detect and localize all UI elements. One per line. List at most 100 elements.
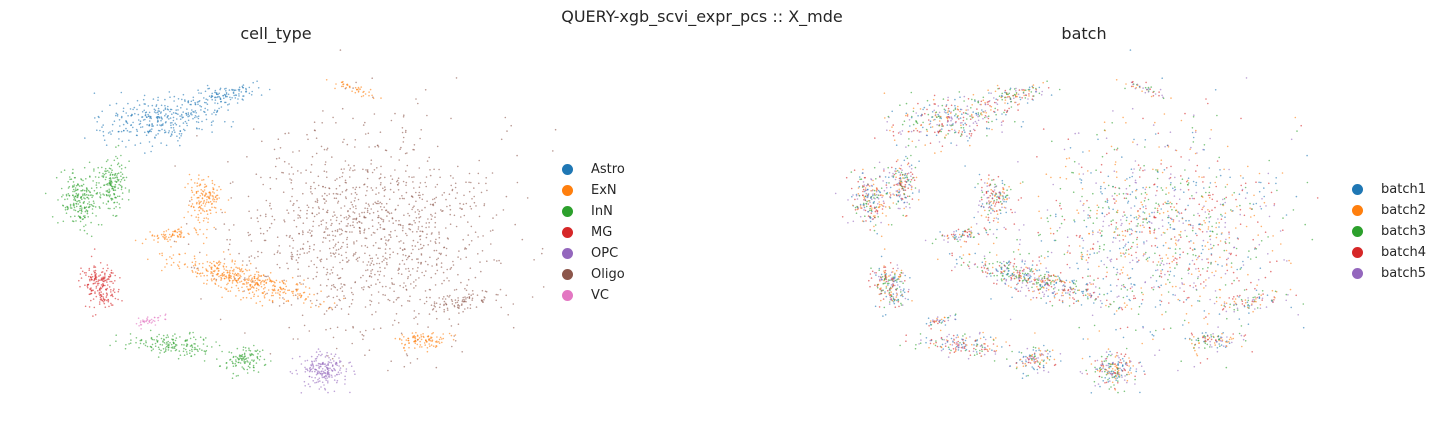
point-batch5 bbox=[1109, 259, 1111, 261]
point-batch4 bbox=[1020, 197, 1022, 199]
point-inn bbox=[89, 194, 92, 196]
point-batch2 bbox=[1161, 171, 1164, 174]
point-exn bbox=[285, 300, 288, 303]
point-astro bbox=[196, 101, 199, 103]
point-batch1 bbox=[1260, 181, 1262, 184]
point-batch4 bbox=[1176, 258, 1178, 260]
point-exn bbox=[260, 275, 262, 278]
point-opc bbox=[323, 384, 325, 386]
point-oligo bbox=[426, 200, 428, 202]
point-oligo bbox=[435, 366, 438, 369]
point-inn bbox=[202, 343, 205, 345]
point-batch2 bbox=[1159, 212, 1161, 215]
point-oligo bbox=[378, 202, 380, 205]
point-astro bbox=[189, 103, 191, 106]
point-oligo bbox=[416, 230, 418, 233]
point-inn bbox=[95, 184, 98, 186]
point-batch3 bbox=[1122, 284, 1125, 286]
point-oligo bbox=[512, 326, 515, 329]
point-batch3 bbox=[1118, 234, 1121, 236]
point-oligo bbox=[345, 197, 348, 200]
point-oligo bbox=[396, 252, 399, 255]
point-oligo bbox=[355, 251, 357, 254]
point-oligo bbox=[439, 253, 442, 256]
point-oligo bbox=[346, 218, 348, 221]
point-inn bbox=[186, 343, 189, 346]
point-mg bbox=[102, 293, 105, 295]
point-oligo bbox=[196, 135, 198, 137]
point-batch3 bbox=[1248, 307, 1250, 309]
point-batch2 bbox=[972, 93, 975, 96]
point-batch2 bbox=[1037, 195, 1040, 198]
point-batch5 bbox=[1286, 260, 1288, 262]
point-batch1 bbox=[1129, 193, 1132, 196]
point-oligo bbox=[423, 274, 426, 277]
point-mg bbox=[99, 296, 102, 299]
point-mg bbox=[104, 273, 106, 276]
point-batch1 bbox=[1173, 228, 1176, 230]
point-batch4 bbox=[1241, 189, 1244, 192]
point-opc bbox=[326, 351, 328, 354]
point-oligo bbox=[375, 193, 377, 195]
point-batch5 bbox=[1110, 258, 1113, 261]
point-batch5 bbox=[1123, 253, 1125, 255]
point-exn bbox=[190, 196, 193, 199]
point-batch1 bbox=[1169, 226, 1172, 229]
point-batch1 bbox=[1130, 283, 1132, 285]
point-batch3 bbox=[1145, 258, 1148, 261]
point-exn bbox=[200, 275, 202, 277]
point-batch2 bbox=[1080, 255, 1082, 258]
point-batch5 bbox=[1193, 365, 1196, 368]
point-batch4 bbox=[1240, 117, 1242, 120]
point-exn bbox=[226, 283, 228, 286]
point-batch3 bbox=[1235, 247, 1238, 250]
legend-item-exn: ExN bbox=[562, 180, 625, 201]
point-astro bbox=[157, 129, 160, 132]
point-oligo bbox=[371, 77, 374, 79]
point-inn bbox=[114, 189, 117, 191]
point-exn bbox=[258, 284, 260, 287]
point-oligo bbox=[436, 258, 438, 261]
point-oligo bbox=[343, 217, 346, 219]
point-astro bbox=[161, 128, 163, 131]
point-batch3 bbox=[1122, 192, 1125, 195]
point-batch3 bbox=[1089, 209, 1092, 212]
point-inn bbox=[83, 189, 86, 192]
point-oligo bbox=[477, 236, 479, 238]
point-oligo bbox=[384, 248, 387, 250]
point-batch4 bbox=[1052, 232, 1055, 235]
point-exn bbox=[217, 285, 220, 287]
point-batch4 bbox=[1184, 208, 1187, 211]
point-astro bbox=[203, 110, 205, 113]
point-exn bbox=[255, 271, 258, 273]
point-oligo bbox=[267, 275, 269, 278]
point-batch2 bbox=[1174, 242, 1177, 245]
point-batch3 bbox=[1205, 191, 1207, 194]
point-inn bbox=[115, 340, 117, 343]
point-batch5 bbox=[1082, 239, 1085, 242]
point-batch3 bbox=[1210, 263, 1212, 265]
point-batch3 bbox=[1118, 193, 1121, 195]
point-astro bbox=[160, 119, 162, 122]
point-astro bbox=[153, 111, 156, 113]
point-batch2 bbox=[1140, 201, 1142, 203]
point-batch2 bbox=[1221, 232, 1223, 234]
point-oligo bbox=[344, 297, 347, 300]
point-mg bbox=[97, 289, 99, 292]
point-batch1 bbox=[1130, 228, 1132, 230]
point-oligo bbox=[279, 147, 282, 149]
point-inn bbox=[249, 366, 251, 369]
point-batch3 bbox=[1120, 288, 1123, 290]
point-oligo bbox=[424, 206, 426, 209]
point-oligo bbox=[346, 243, 349, 246]
point-oligo bbox=[454, 340, 457, 342]
point-oligo bbox=[467, 278, 470, 281]
point-astro bbox=[197, 121, 200, 124]
point-exn bbox=[369, 88, 372, 91]
point-exn bbox=[240, 269, 242, 271]
point-astro bbox=[228, 103, 230, 105]
point-oligo bbox=[429, 203, 432, 206]
point-batch2 bbox=[1175, 285, 1177, 288]
point-inn bbox=[84, 216, 86, 219]
point-exn bbox=[206, 213, 209, 215]
